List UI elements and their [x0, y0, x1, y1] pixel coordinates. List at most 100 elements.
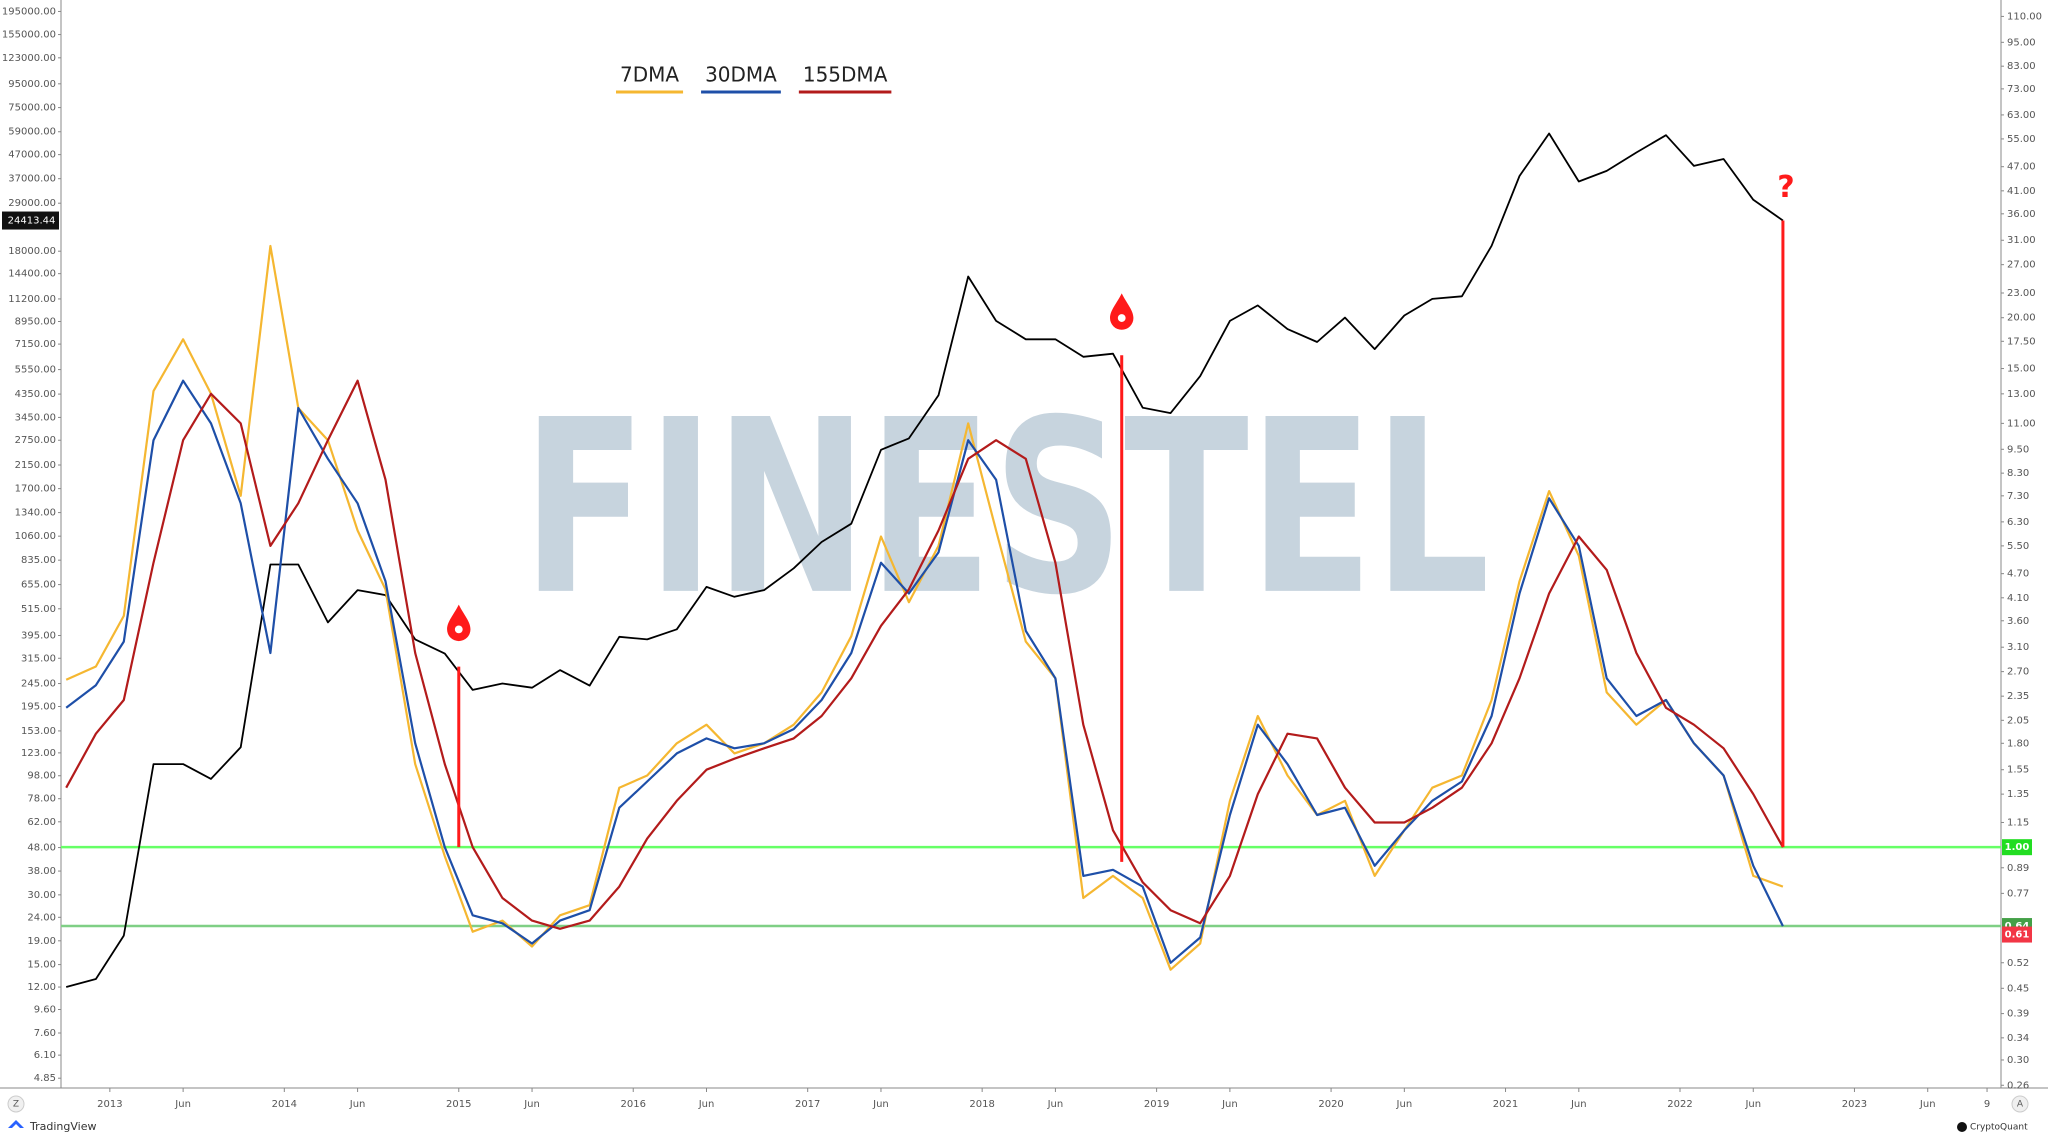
- x-tick-label: 2020: [1318, 1099, 1343, 1110]
- x-tick-label: 2014: [272, 1099, 297, 1110]
- y-tick-label: 1700.00: [15, 484, 56, 495]
- drop-highlight: [454, 625, 463, 634]
- x-tick-label: Jun: [1744, 1099, 1761, 1110]
- y2-tick-label: 0.45: [2007, 983, 2029, 994]
- y2-tick-label: 1.35: [2007, 789, 2029, 800]
- y2-tick-label: 73.00: [2007, 84, 2036, 95]
- y2-tick-label: 0.26: [2007, 1080, 2029, 1091]
- y2-tick-label: 0.34: [2007, 1033, 2029, 1044]
- y2-tick-label: 5.50: [2007, 541, 2029, 552]
- x-tick-label: 2021: [1493, 1099, 1518, 1110]
- x-tick-label: 2017: [795, 1099, 820, 1110]
- y2-tick-label: 13.00: [2007, 389, 2036, 400]
- value-marker-label: 0.61: [2005, 930, 2030, 941]
- y2-tick-label: 4.10: [2007, 593, 2029, 604]
- y-tick-label: 59000.00: [8, 127, 56, 138]
- y-tick-label: 515.00: [21, 604, 56, 615]
- y-tick-label: 3450.00: [15, 412, 56, 423]
- x-tick-label: 2018: [969, 1099, 994, 1110]
- y-tick-label: 4.85: [34, 1073, 56, 1084]
- x-tick-label: Jun: [1221, 1099, 1238, 1110]
- y2-tick-label: 0.30: [2007, 1055, 2029, 1066]
- y-tick-label: 30.00: [27, 890, 56, 901]
- y-tick-label: 95000.00: [8, 79, 56, 90]
- y2-tick-label: 2.70: [2007, 667, 2029, 678]
- y2-tick-label: 0.77: [2007, 888, 2029, 899]
- y2-tick-label: 2.05: [2007, 715, 2029, 726]
- y2-tick-label: 3.60: [2007, 616, 2029, 627]
- brand-icon: [1957, 1122, 1967, 1132]
- axis-button[interactable]: [7, 1095, 25, 1113]
- y2-tick-label: 83.00: [2007, 61, 2036, 72]
- x-tick-label: Jun: [523, 1099, 540, 1110]
- value-marker: [2002, 839, 2032, 856]
- brand-icon: [8, 1120, 24, 1128]
- x-tick-label: Jun: [698, 1099, 715, 1110]
- x-tick-label: Jun: [174, 1099, 191, 1110]
- y-tick-label: 195000.00: [2, 6, 56, 17]
- y-tick-label: 62.00: [27, 817, 56, 828]
- y-tick-label: 12.00: [27, 982, 56, 993]
- y-tick-label: 1340.00: [15, 508, 56, 519]
- x-tick-label: Jun: [1919, 1099, 1936, 1110]
- y2-tick-label: 55.00: [2007, 134, 2036, 145]
- y-tick-label: 123000.00: [2, 53, 56, 64]
- value-marker-label: 1.00: [2005, 842, 2030, 853]
- y-tick-label: 315.00: [21, 653, 56, 664]
- y2-tick-label: 41.00: [2007, 186, 2036, 197]
- y-tick-label: 47000.00: [8, 150, 56, 161]
- y-tick-label: 245.00: [21, 679, 56, 690]
- y2-tick-label: 8.30: [2007, 468, 2029, 479]
- y-tick-label: 195.00: [21, 702, 56, 713]
- legend-label[interactable]: 7DMA: [620, 63, 679, 87]
- y2-tick-label: 1.55: [2007, 765, 2029, 776]
- y-tick-label: 75000.00: [8, 103, 56, 114]
- y2-tick-label: 4.70: [2007, 569, 2029, 580]
- y-tick-label: 38.00: [27, 866, 56, 877]
- watermark: FINESTEL: [522, 368, 1490, 648]
- y2-tick-label: 7.30: [2007, 491, 2029, 502]
- y-tick-label: 11200.00: [8, 294, 56, 305]
- x-tick-label: Jun: [872, 1099, 889, 1110]
- price-marker: [2, 211, 59, 230]
- y2-tick-label: 1.80: [2007, 738, 2029, 749]
- x-tick-label: 2015: [446, 1099, 471, 1110]
- series-line: [65, 379, 1784, 964]
- y-tick-label: 2150.00: [15, 460, 56, 471]
- y-tick-label: 395.00: [21, 630, 56, 641]
- y-tick-label: 29000.00: [8, 198, 56, 209]
- y-tick-label: 2750.00: [15, 435, 56, 446]
- drop-icon: [447, 604, 471, 642]
- y2-tick-label: 36.00: [2007, 209, 2036, 220]
- x-tick-label: Jun: [1047, 1099, 1064, 1110]
- legend-label[interactable]: 30DMA: [705, 63, 777, 87]
- y-tick-label: 1060.00: [15, 531, 56, 542]
- y2-tick-label: 3.10: [2007, 642, 2029, 653]
- x-tick-label: Jun: [1396, 1099, 1413, 1110]
- y-tick-label: 24.00: [27, 912, 56, 923]
- x-tick-label: 2023: [1842, 1099, 1867, 1110]
- y2-tick-label: 110.00: [2007, 11, 2042, 22]
- y-tick-label: 4350.00: [15, 389, 56, 400]
- series-line: [65, 379, 1784, 930]
- axis-button[interactable]: [2011, 1095, 2029, 1113]
- x-tick-label: 2016: [621, 1099, 646, 1110]
- x-tick-label: Jun: [1570, 1099, 1587, 1110]
- y-tick-label: 153.00: [21, 726, 56, 737]
- x-tick-label: 2022: [1667, 1099, 1692, 1110]
- legend-label[interactable]: 155DMA: [803, 63, 888, 87]
- y-tick-label: 9.60: [34, 1005, 56, 1016]
- y2-tick-label: 15.00: [2007, 364, 2036, 375]
- y2-tick-label: 17.50: [2007, 336, 2036, 347]
- y2-tick-label: 2.35: [2007, 691, 2029, 702]
- x-tick-label: 2019: [1144, 1099, 1169, 1110]
- y2-tick-label: 1.15: [2007, 817, 2029, 828]
- y-tick-label: 15.00: [27, 960, 56, 971]
- drop-shape: [1110, 293, 1134, 330]
- y2-tick-label: 11.00: [2007, 418, 2036, 429]
- y-tick-label: 655.00: [21, 580, 56, 591]
- y2-tick-label: 0.52: [2007, 958, 2029, 969]
- brand-left: TradingView: [29, 1120, 96, 1133]
